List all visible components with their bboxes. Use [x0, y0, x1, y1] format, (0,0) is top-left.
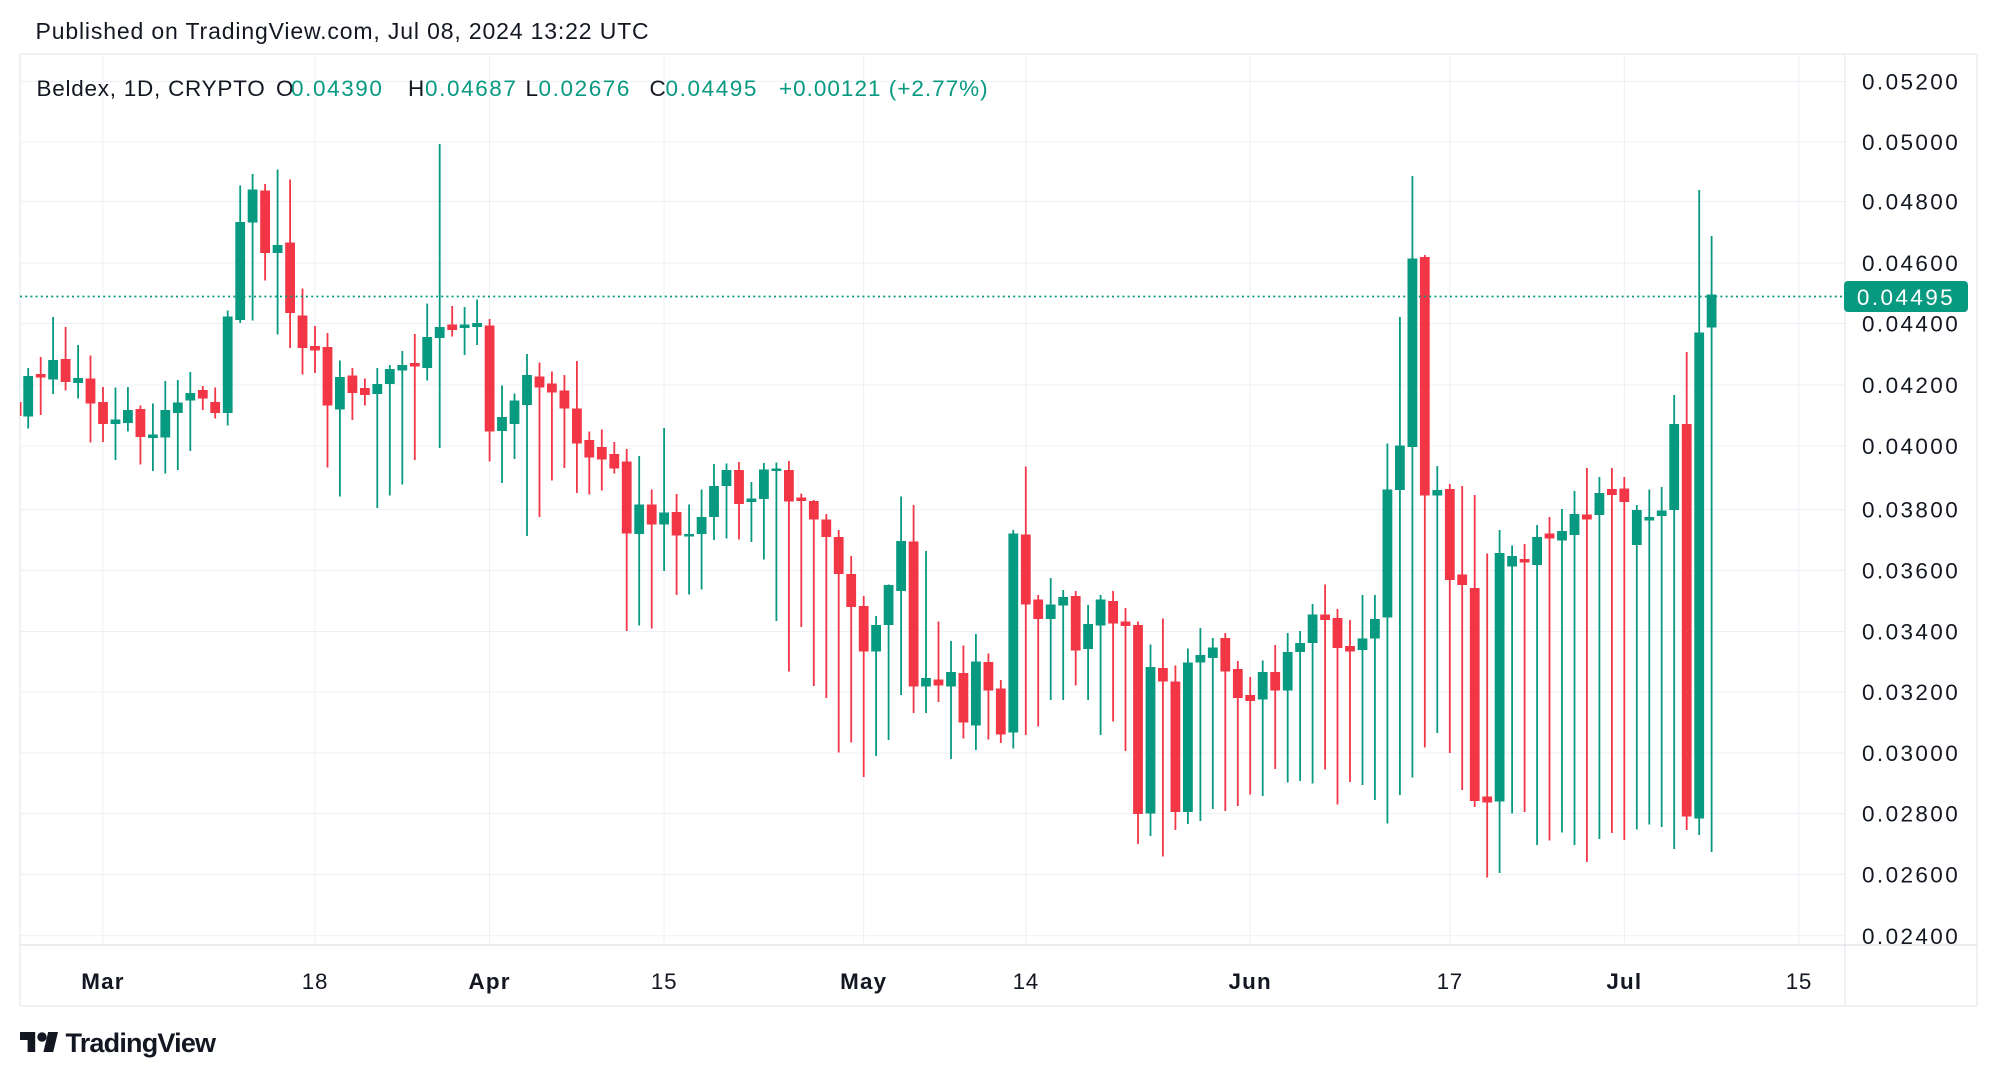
svg-text:0.02676: 0.02676: [539, 76, 632, 101]
svg-text:TradingView: TradingView: [66, 1028, 218, 1058]
svg-text:0.03400: 0.03400: [1862, 620, 1960, 645]
svg-text:0.04495: 0.04495: [1857, 285, 1955, 310]
svg-text:0.05200: 0.05200: [1862, 70, 1960, 95]
svg-text:0.03000: 0.03000: [1862, 741, 1960, 766]
svg-text:17: 17: [1437, 969, 1463, 994]
svg-text:0.04800: 0.04800: [1862, 190, 1960, 215]
svg-text:+0.00121 (+2.77%): +0.00121 (+2.77%): [779, 76, 989, 101]
svg-text:0.04600: 0.04600: [1862, 251, 1960, 276]
svg-text:0.05000: 0.05000: [1862, 130, 1960, 155]
svg-text:0.03200: 0.03200: [1862, 680, 1960, 705]
svg-text:Jun: Jun: [1228, 969, 1271, 994]
svg-text:0.02800: 0.02800: [1862, 802, 1960, 827]
svg-text:Published on TradingView.com,: Published on TradingView.com, Jul 08, 20…: [36, 18, 650, 44]
svg-text:0.04687: 0.04687: [425, 76, 518, 101]
svg-text:15: 15: [651, 969, 677, 994]
svg-text:0.04200: 0.04200: [1862, 373, 1960, 398]
svg-text:0.02600: 0.02600: [1862, 863, 1960, 888]
svg-text:0.04495: 0.04495: [666, 76, 759, 101]
svg-text:0.03600: 0.03600: [1862, 559, 1960, 584]
svg-text:15: 15: [1786, 969, 1812, 994]
svg-text:0.04390: 0.04390: [291, 76, 384, 101]
svg-text:Apr: Apr: [469, 969, 511, 994]
svg-text:C: C: [650, 76, 666, 101]
svg-text:May: May: [840, 969, 887, 994]
svg-text:Mar: Mar: [81, 969, 124, 994]
svg-text:Beldex, 1D, CRYPTO: Beldex, 1D, CRYPTO: [37, 76, 266, 101]
svg-text:18: 18: [302, 969, 328, 994]
svg-text:0.04000: 0.04000: [1862, 434, 1960, 459]
svg-text:0.03800: 0.03800: [1862, 498, 1960, 523]
svg-text:14: 14: [1013, 969, 1039, 994]
svg-text:O: O: [276, 76, 294, 101]
svg-text:L: L: [526, 76, 539, 101]
svg-text:0.02400: 0.02400: [1862, 924, 1960, 949]
svg-text:H: H: [408, 76, 424, 101]
svg-text:0.04400: 0.04400: [1862, 312, 1960, 337]
svg-text:Jul: Jul: [1606, 969, 1642, 994]
